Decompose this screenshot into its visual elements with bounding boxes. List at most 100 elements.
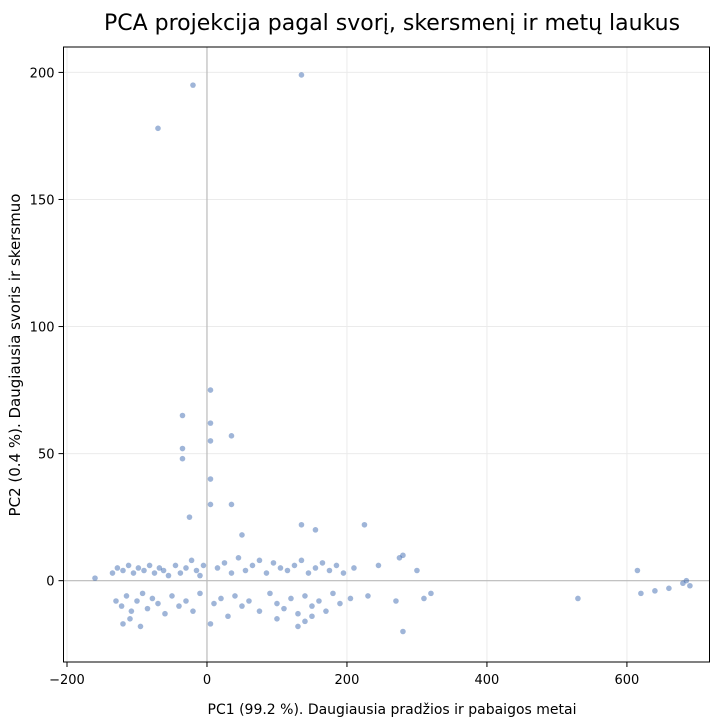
point bbox=[123, 593, 130, 599]
point bbox=[239, 532, 245, 538]
point bbox=[319, 560, 326, 566]
point bbox=[190, 608, 196, 614]
point bbox=[214, 565, 221, 571]
x-tick-label: −200 bbox=[49, 673, 85, 688]
point bbox=[232, 593, 238, 599]
point bbox=[683, 577, 690, 584]
x-tick-label: 0 bbox=[203, 673, 211, 688]
y-tick-label: 50 bbox=[38, 448, 55, 463]
point bbox=[193, 567, 200, 574]
point bbox=[270, 560, 277, 566]
point bbox=[312, 527, 319, 533]
point bbox=[228, 570, 235, 576]
point bbox=[218, 595, 224, 602]
point bbox=[333, 562, 340, 569]
point bbox=[281, 605, 287, 612]
point bbox=[139, 590, 146, 597]
point bbox=[120, 621, 126, 627]
point bbox=[347, 595, 354, 602]
point bbox=[160, 567, 167, 574]
point bbox=[298, 72, 305, 78]
point bbox=[365, 593, 371, 599]
point bbox=[634, 567, 641, 574]
point bbox=[309, 613, 315, 620]
point bbox=[291, 562, 298, 569]
point bbox=[207, 387, 214, 393]
point bbox=[239, 603, 245, 609]
point bbox=[340, 570, 347, 576]
point bbox=[118, 603, 125, 609]
point bbox=[298, 521, 305, 528]
x-axis-label: PC1 (99.2 %). Daugiausia pradžios ir pab… bbox=[208, 702, 577, 718]
point bbox=[207, 438, 214, 444]
point bbox=[323, 608, 329, 614]
point bbox=[92, 575, 98, 581]
point bbox=[190, 82, 196, 88]
point bbox=[135, 565, 142, 571]
point bbox=[113, 598, 119, 604]
point bbox=[183, 565, 189, 571]
point bbox=[400, 628, 406, 635]
point bbox=[312, 565, 319, 571]
point bbox=[183, 598, 189, 604]
point bbox=[687, 582, 693, 589]
point bbox=[200, 562, 207, 569]
point bbox=[221, 560, 228, 566]
point bbox=[207, 476, 214, 482]
point bbox=[156, 565, 163, 571]
point bbox=[165, 572, 172, 579]
point bbox=[428, 590, 434, 597]
point bbox=[179, 455, 186, 462]
point bbox=[302, 618, 308, 625]
point bbox=[134, 598, 140, 604]
point bbox=[151, 570, 158, 576]
point bbox=[149, 595, 156, 602]
point bbox=[228, 433, 235, 439]
point bbox=[256, 608, 263, 614]
y-tick-label: 0 bbox=[46, 575, 54, 590]
point bbox=[155, 600, 161, 607]
point bbox=[188, 557, 195, 564]
point bbox=[298, 557, 305, 564]
point bbox=[169, 593, 175, 599]
point bbox=[316, 598, 322, 604]
point bbox=[137, 623, 144, 630]
point bbox=[177, 570, 184, 576]
point bbox=[207, 420, 214, 426]
point bbox=[361, 521, 368, 528]
x-tick-label: 600 bbox=[614, 673, 639, 688]
point bbox=[207, 621, 214, 627]
point bbox=[207, 501, 214, 508]
point bbox=[400, 552, 406, 559]
point bbox=[375, 562, 382, 569]
point bbox=[179, 445, 186, 452]
point bbox=[197, 572, 203, 579]
point bbox=[127, 615, 133, 622]
point bbox=[295, 623, 301, 630]
point bbox=[309, 603, 315, 609]
point bbox=[125, 562, 132, 569]
point bbox=[249, 562, 256, 569]
chart-title: PCA projekcija pagal svorį, skersmenį ir… bbox=[104, 11, 680, 36]
point bbox=[302, 593, 308, 599]
point bbox=[228, 501, 235, 508]
point bbox=[680, 580, 686, 587]
point bbox=[246, 598, 252, 604]
point bbox=[393, 598, 399, 604]
point bbox=[146, 562, 153, 569]
point bbox=[128, 608, 135, 614]
point bbox=[575, 595, 581, 602]
point bbox=[274, 615, 280, 622]
point bbox=[256, 557, 263, 564]
point bbox=[267, 590, 273, 597]
point bbox=[414, 567, 420, 574]
point bbox=[225, 613, 231, 620]
point bbox=[186, 514, 193, 520]
y-tick-label: 150 bbox=[30, 193, 55, 208]
point bbox=[274, 600, 280, 607]
point bbox=[666, 585, 672, 592]
point bbox=[305, 570, 312, 576]
point bbox=[176, 603, 182, 609]
